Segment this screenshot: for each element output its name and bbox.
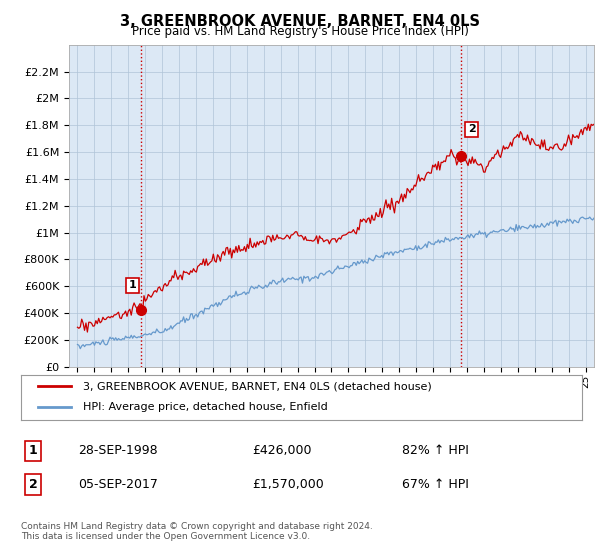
- Text: 3, GREENBROOK AVENUE, BARNET, EN4 0LS: 3, GREENBROOK AVENUE, BARNET, EN4 0LS: [120, 14, 480, 29]
- Text: 28-SEP-1998: 28-SEP-1998: [78, 444, 158, 458]
- Text: £1,570,000: £1,570,000: [252, 478, 324, 491]
- Text: £426,000: £426,000: [252, 444, 311, 458]
- Text: 1: 1: [128, 281, 136, 291]
- Text: 2: 2: [467, 124, 475, 134]
- Text: 2: 2: [29, 478, 37, 491]
- Text: Contains HM Land Registry data © Crown copyright and database right 2024.
This d: Contains HM Land Registry data © Crown c…: [21, 522, 373, 542]
- Text: 05-SEP-2017: 05-SEP-2017: [78, 478, 158, 491]
- Text: 1: 1: [29, 444, 37, 458]
- Text: 3, GREENBROOK AVENUE, BARNET, EN4 0LS (detached house): 3, GREENBROOK AVENUE, BARNET, EN4 0LS (d…: [83, 381, 431, 391]
- Text: 82% ↑ HPI: 82% ↑ HPI: [402, 444, 469, 458]
- Text: HPI: Average price, detached house, Enfield: HPI: Average price, detached house, Enfi…: [83, 403, 328, 413]
- Text: 67% ↑ HPI: 67% ↑ HPI: [402, 478, 469, 491]
- Text: Price paid vs. HM Land Registry's House Price Index (HPI): Price paid vs. HM Land Registry's House …: [131, 25, 469, 38]
